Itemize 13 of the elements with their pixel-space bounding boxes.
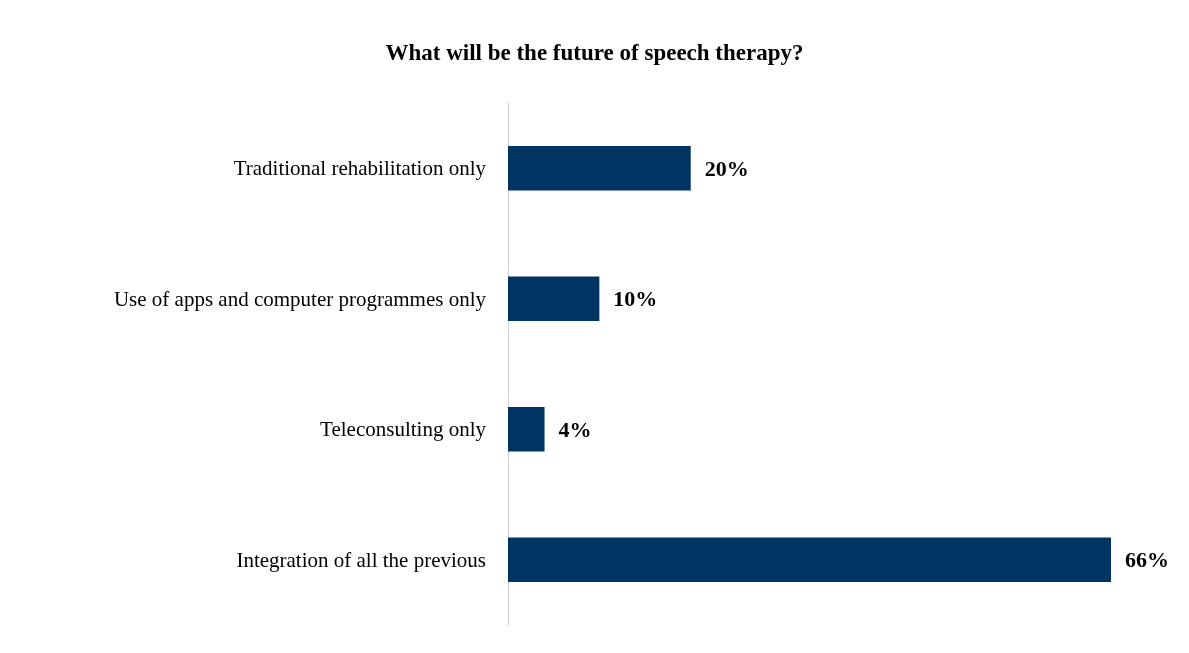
data-label: 66%	[1125, 547, 1169, 573]
data-label: 10%	[613, 286, 658, 312]
bar	[508, 407, 545, 452]
y-tick-label: Integration of all the previous	[236, 547, 486, 572]
bar	[508, 276, 600, 321]
chart-title: What will be the future of speech therapy?	[385, 40, 804, 65]
data-label: 4%	[558, 416, 592, 442]
y-tick-label: Use of apps and computer programmes only	[113, 286, 487, 311]
y-tick-label: Teleconsulting only	[320, 417, 487, 442]
data-label: 20%	[704, 155, 749, 181]
y-tick-label: Traditional rehabilitation only	[233, 156, 487, 181]
bar	[508, 146, 691, 191]
bar	[508, 537, 1111, 582]
